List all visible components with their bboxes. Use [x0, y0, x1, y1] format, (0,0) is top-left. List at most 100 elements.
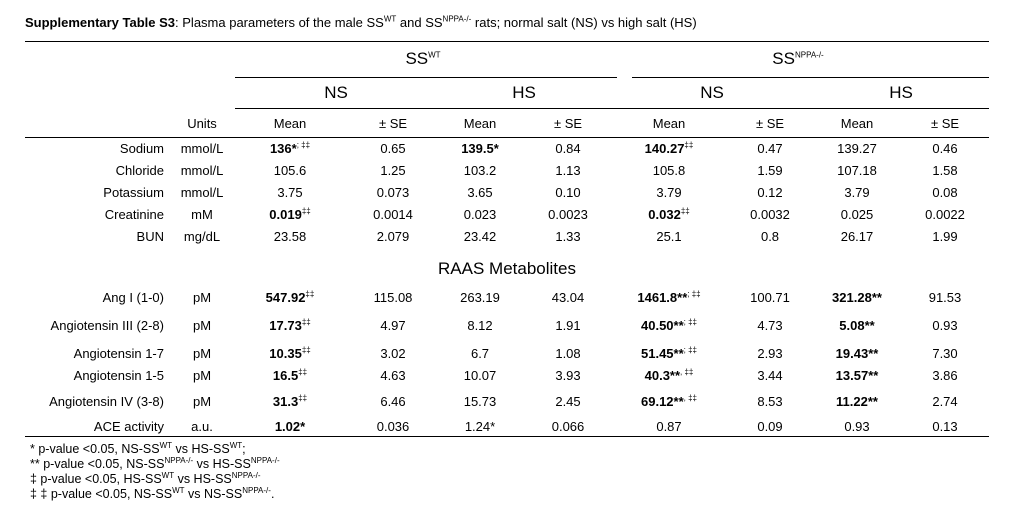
stat-header: Mean — [652, 116, 686, 131]
rule-group-wt — [235, 77, 617, 78]
table-cell: 0.87 — [656, 419, 681, 435]
table-cell: 140.27‡‡ — [645, 141, 694, 157]
cell-value: 40.3** — [644, 368, 681, 383]
cell-value: 3.86 — [932, 368, 958, 383]
table-cell: 10.35‡‡ — [269, 346, 310, 362]
cell-value: 0.0023 — [548, 207, 588, 222]
table-cell: 3.79 — [656, 185, 681, 201]
caption-label: Supplementary Table S3 — [25, 15, 176, 30]
cell-value: 0.84 — [555, 141, 581, 156]
row-label: Ang I (1-0) — [102, 290, 164, 305]
group-header-ss-wt: SSWT — [405, 50, 440, 67]
table-cell: 16.5‡‡ — [273, 368, 307, 384]
table-cell: 1.13 — [555, 163, 580, 179]
condition-header: NS — [324, 83, 348, 102]
cell-value: 1.02* — [274, 419, 306, 434]
table-cell: 40.3**, ‡‡ — [645, 368, 694, 384]
table-cell: 5.08** — [839, 318, 874, 334]
table-cell: 0.066 — [552, 419, 585, 435]
table-cell: 8.53 — [757, 394, 782, 410]
cell-value: 0.023 — [463, 207, 497, 222]
table-cell: 3.75 — [277, 185, 302, 201]
row-unit: mmol/L — [180, 185, 224, 200]
cell-value: 0.8 — [760, 229, 780, 244]
table-cell: 2.93 — [757, 346, 782, 362]
cell-significance: ; ‡‡ — [296, 140, 311, 150]
table-cell: 23.58 — [274, 229, 307, 245]
table-cell: 0.019‡‡ — [269, 207, 310, 223]
table-cell: 1.91 — [555, 318, 580, 334]
row-label: Chloride — [115, 163, 164, 178]
row-label: Angiotensin 1-5 — [73, 368, 164, 383]
table-cell: 23.42 — [464, 229, 497, 245]
section-raas-title: RAAS Metabolites — [438, 259, 576, 278]
cell-value: 43.04 — [551, 290, 585, 305]
table-cell: 0.8 — [761, 229, 779, 245]
table-cell: 4.73 — [757, 318, 782, 334]
cell-value: 1.99 — [932, 229, 958, 244]
table-cell: 0.84 — [555, 141, 580, 157]
footnote-sup: NPPA-/- — [231, 470, 261, 480]
table-cell: 3.02 — [380, 346, 405, 362]
cell-value: 0.0022 — [925, 207, 965, 222]
cell-value: 547.92 — [265, 290, 306, 305]
table-cell: 1.59 — [757, 163, 782, 179]
cell-value: 1.25 — [380, 163, 406, 178]
table-cell: 0.46 — [932, 141, 957, 157]
rule-top — [25, 41, 989, 42]
table-cell: 0.0014 — [373, 207, 413, 223]
row-label: Potassium — [103, 185, 164, 200]
cell-value: 140.27 — [644, 141, 685, 156]
row-unit: pM — [192, 394, 212, 409]
cell-value: 7.30 — [932, 346, 958, 361]
cell-value: 6.7 — [470, 346, 490, 361]
table-cell: 0.025 — [841, 207, 874, 223]
row-label: Angiotensin 1-7 — [73, 346, 164, 361]
table-cell: 25.1 — [656, 229, 681, 245]
table-cell: 1.24* — [465, 419, 495, 435]
cell-value: 1.33 — [555, 229, 581, 244]
cell-value: 10.35 — [269, 346, 302, 361]
row-label: Sodium — [119, 141, 164, 156]
cell-value: 0.93 — [844, 419, 870, 434]
cell-significance: ‡‡ — [298, 367, 308, 377]
table-cell: 0.12 — [757, 185, 782, 201]
table-cell: 107.18 — [837, 163, 877, 179]
group-header-ss-nppa: SSNPPA-/- — [772, 50, 824, 67]
table-cell: 3.86 — [932, 368, 957, 384]
caption-text-post: rats; normal salt (NS) vs high salt (HS) — [471, 15, 697, 30]
cell-significance: ‡‡ — [680, 206, 690, 216]
cell-value: 105.6 — [273, 163, 307, 178]
table-cell: 0.09 — [757, 419, 782, 435]
cell-value: 2.74 — [932, 394, 958, 409]
cell-value: 0.036 — [376, 419, 410, 434]
table-cell: 11.22** — [836, 394, 878, 410]
cell-significance: ; ‡‡ — [683, 317, 697, 327]
cell-significance: ‡‡ — [301, 317, 311, 327]
row-unit: a.u. — [191, 419, 213, 434]
row-label: ACE activity — [93, 419, 164, 434]
row-unit: pM — [192, 368, 212, 383]
table-cell: 2.74 — [932, 394, 957, 410]
table-cell: 6.7 — [471, 346, 489, 362]
footnote-sup: NPPA-/- — [164, 455, 194, 465]
table-cell: 8.12 — [467, 318, 492, 334]
table-cell: 4.97 — [380, 318, 405, 334]
table-cell: 15.73 — [464, 394, 497, 410]
cell-value: 100.71 — [750, 290, 790, 305]
footnote-sup: NPPA-/- — [242, 485, 271, 495]
cell-value: 263.19 — [460, 290, 500, 305]
cell-value: 3.93 — [555, 368, 581, 383]
cell-value: 3.79 — [844, 185, 870, 200]
cell-value: 1.91 — [555, 318, 581, 333]
group-header-ss-nppa-sup: NPPA-/- — [794, 50, 824, 60]
footnote-text: * p-value <0.05, NS-SS — [30, 442, 160, 456]
row-label: Creatinine — [104, 207, 164, 222]
table-cell: 1461.8**; ‡‡ — [637, 290, 700, 306]
cell-value: 107.18 — [837, 163, 877, 178]
cell-value: 321.28** — [832, 290, 882, 305]
table-cell: 1.33 — [555, 229, 580, 245]
stat-header: Mean — [273, 116, 307, 131]
row-unit: pM — [192, 318, 212, 333]
cell-value: 26.17 — [840, 229, 874, 244]
